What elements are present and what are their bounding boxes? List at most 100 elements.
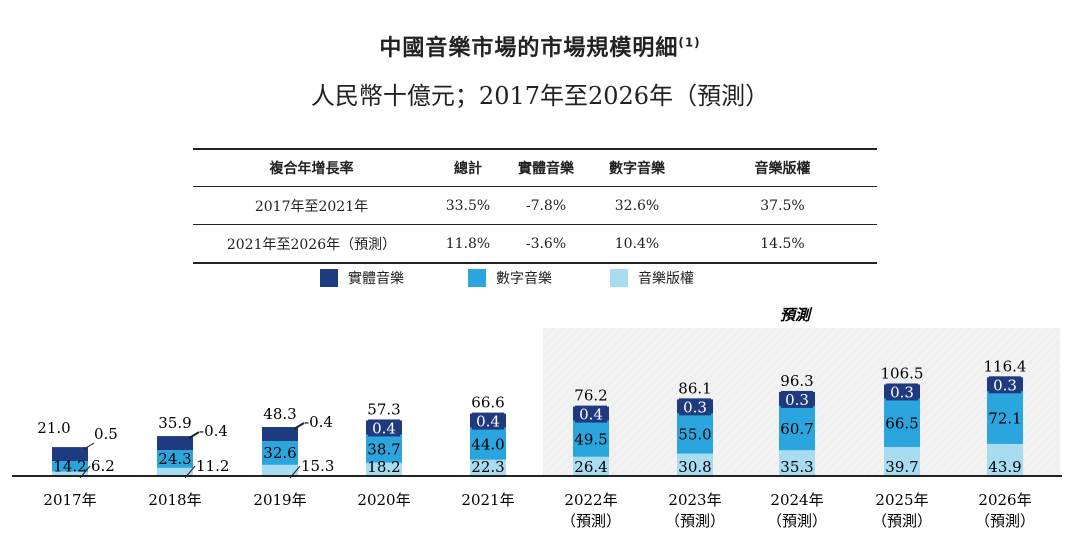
x-tick-label: 2021年 <box>461 491 514 509</box>
x-tick-sublabel: （預測） <box>561 512 621 530</box>
bar-total-label: 35.9 <box>158 414 191 432</box>
bar-label-digital: 60.7 <box>780 420 813 438</box>
table-header: 總計 <box>430 148 506 187</box>
bar-segment-copyright <box>262 464 298 476</box>
bar-total-label: 57.3 <box>367 400 400 418</box>
bar-label-physical-box <box>989 376 1021 394</box>
title-footnote: (1) <box>678 35 701 50</box>
bar-segment-digital <box>366 434 402 463</box>
x-tick-label: 2022年 <box>564 491 617 509</box>
x-tick-label: 2018年 <box>148 491 201 509</box>
bar-label-physical-box <box>781 390 813 408</box>
bar-label-copyright: 30.8 <box>678 458 711 476</box>
table-header: 實體音樂 <box>506 148 586 187</box>
x-tick-sublabel: （預測） <box>665 512 725 530</box>
table-cell: -3.6% <box>506 224 586 264</box>
bar-label-digital: 32.6 <box>263 444 296 462</box>
bar-total-label: 76.2 <box>574 387 607 405</box>
bar-total-label: 86.1 <box>678 379 711 397</box>
leader-line <box>293 422 305 430</box>
table-cell: 2021年至2026年（預測） <box>193 224 430 264</box>
bar-segment-copyright <box>52 471 88 476</box>
bar-label-copyright: 6.2 <box>91 457 115 475</box>
leader-line <box>83 442 95 450</box>
table-cell: 2017年至2021年 <box>193 186 430 225</box>
bar-label-physical: 0.4 <box>579 406 603 424</box>
legend-item-physical: 實體音樂 <box>320 268 404 288</box>
table-cell: 10.4% <box>586 224 688 264</box>
bar-segment-digital <box>52 461 88 472</box>
x-tick-label: 2025年 <box>875 491 928 509</box>
legend-item-digital: 數字音樂 <box>468 268 552 288</box>
bar-total-label: 106.5 <box>881 364 924 382</box>
x-tick-label: 2023年 <box>668 491 721 509</box>
bar-label-physical: 0.5 <box>94 425 118 443</box>
x-tick-label: 2026年 <box>978 491 1031 509</box>
bar-label-copyright: 11.2 <box>196 457 229 475</box>
table-row: 2017年至2021年 33.5% -7.8% 32.6% 37.5% <box>193 186 877 225</box>
forecast-label: 預測 <box>780 306 813 324</box>
bar-label-physical-box <box>886 383 918 401</box>
bar-segment-digital <box>779 405 815 451</box>
bar-label-physical-box <box>368 419 400 437</box>
table-cell: 11.8% <box>430 224 506 264</box>
bar-label-physical-box <box>575 405 607 423</box>
bar-total-label: 66.6 <box>471 394 504 412</box>
bar-segment-physical <box>262 427 298 442</box>
leader-line <box>188 431 200 439</box>
bar-label-physical: 0.3 <box>683 398 707 416</box>
bar-segment-copyright <box>157 467 193 476</box>
x-tick-label: 2020年 <box>357 491 410 509</box>
chart-title: 中國音樂市場的市場規模明細(1) <box>379 35 701 61</box>
bar-label-physical-box <box>679 398 711 416</box>
x-tick-sublabel: （預測） <box>872 512 932 530</box>
bar-label-digital: 72.1 <box>988 410 1021 428</box>
table-cell: 37.5% <box>688 186 877 225</box>
bar-label-copyright: 39.7 <box>885 458 918 476</box>
bar-label-copyright: 26.4 <box>574 458 607 476</box>
table-cell: 33.5% <box>430 186 506 225</box>
legend-swatch <box>610 269 628 287</box>
bar-label-copyright: 43.9 <box>988 458 1021 476</box>
bar-label-digital: 24.3 <box>158 450 191 468</box>
table-row: 2021年至2026年（預測） 11.8% -3.6% 10.4% 14.5% <box>193 224 877 264</box>
table-header: 數字音樂 <box>586 148 688 187</box>
bar-segment-digital <box>262 441 298 465</box>
bar-segment-digital <box>470 427 506 460</box>
bar-label-digital: 55.0 <box>678 425 711 443</box>
bar-total-label: 96.3 <box>780 372 813 390</box>
cagr-table: 複合年增長率 總計 實體音樂 數字音樂 音樂版權 2017年至2021年 33.… <box>193 148 877 264</box>
bar-label-digital: 14.2 <box>53 457 86 475</box>
table-header-row: 複合年增長率 總計 實體音樂 數字音樂 音樂版權 <box>193 148 877 187</box>
x-tick-sublabel: （預測） <box>975 512 1035 530</box>
bar-label-digital: 44.0 <box>471 436 504 454</box>
bar-label-physical: 0.3 <box>785 391 809 409</box>
bar-label-physical: 0.3 <box>890 383 914 401</box>
bar-label-physical: 0.4 <box>372 419 396 437</box>
bar-label-physical: -0.4 <box>304 413 333 431</box>
bar-segment-digital <box>987 391 1023 444</box>
legend-swatch <box>320 269 338 287</box>
x-tick-label: 2019年 <box>253 491 306 509</box>
bar-label-physical: 0.4 <box>476 413 500 431</box>
bar-label-digital: 49.5 <box>574 431 607 449</box>
bar-segment-copyright <box>366 462 402 476</box>
table-header: 複合年增長率 <box>193 148 430 187</box>
bar-segment-copyright <box>677 453 713 476</box>
bar-segment-copyright <box>987 443 1023 476</box>
x-tick-label: 2017年 <box>43 491 96 509</box>
bar-segment-digital <box>677 413 713 454</box>
bar-label-copyright: 22.3 <box>471 458 504 476</box>
bar-segment-copyright <box>470 459 506 476</box>
bar-segment-physical <box>157 436 193 451</box>
table-cell: -7.8% <box>506 186 586 225</box>
bar-label-digital: 66.5 <box>885 415 918 433</box>
bar-segment-copyright <box>884 447 920 476</box>
chart-subtitle: 人民幣十億元；2017年至2026年（預測） <box>310 82 770 110</box>
bar-segment-digital <box>157 450 193 468</box>
bar-segment-digital <box>884 398 920 448</box>
bar-total-label: 21.0 <box>37 419 70 437</box>
bar-segment-copyright <box>779 450 815 476</box>
bar-label-copyright: 15.3 <box>301 457 334 475</box>
table-cell: 32.6% <box>586 186 688 225</box>
